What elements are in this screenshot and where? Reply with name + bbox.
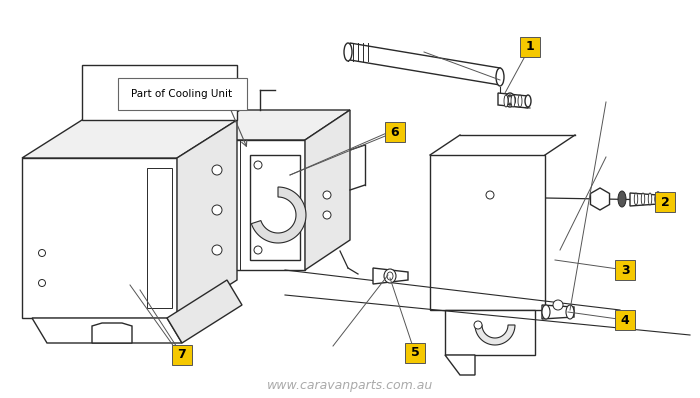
Circle shape [254,246,262,254]
FancyBboxPatch shape [172,345,192,365]
Polygon shape [22,158,177,318]
FancyBboxPatch shape [615,260,635,280]
Ellipse shape [618,191,626,207]
Polygon shape [250,155,300,260]
Ellipse shape [648,193,652,205]
Polygon shape [177,120,237,318]
Ellipse shape [641,193,645,205]
Polygon shape [167,280,242,343]
Ellipse shape [387,272,393,280]
Text: Part of Cooling Unit: Part of Cooling Unit [132,89,232,99]
Polygon shape [498,93,528,108]
Polygon shape [32,318,182,343]
Polygon shape [147,168,172,308]
Ellipse shape [655,192,661,206]
Circle shape [553,300,563,310]
Text: 6: 6 [391,125,399,139]
FancyBboxPatch shape [405,343,425,363]
Circle shape [474,321,482,329]
Ellipse shape [566,305,574,319]
Ellipse shape [542,305,550,319]
Circle shape [38,279,46,287]
FancyBboxPatch shape [385,122,405,142]
Ellipse shape [344,43,352,61]
Polygon shape [305,110,350,270]
Circle shape [212,245,222,255]
Polygon shape [445,355,475,375]
Text: 1: 1 [526,41,534,53]
Text: 7: 7 [178,349,186,361]
Polygon shape [445,310,535,355]
Text: 3: 3 [621,263,629,277]
Polygon shape [475,325,515,345]
Polygon shape [92,323,132,343]
Circle shape [212,205,222,215]
Polygon shape [591,188,610,210]
Text: www.caravanparts.com.au: www.caravanparts.com.au [267,378,433,392]
Polygon shape [430,155,545,310]
Ellipse shape [507,95,513,105]
Polygon shape [630,193,658,206]
Polygon shape [251,187,306,243]
Text: 5: 5 [411,347,419,359]
Circle shape [486,191,494,199]
Ellipse shape [512,96,515,104]
FancyBboxPatch shape [615,310,635,330]
Polygon shape [22,120,237,158]
Circle shape [38,250,46,256]
Polygon shape [195,110,350,140]
Circle shape [254,161,262,169]
Ellipse shape [508,96,512,104]
Ellipse shape [511,95,515,107]
Ellipse shape [518,95,522,107]
Text: 4: 4 [621,314,629,326]
FancyBboxPatch shape [520,37,540,57]
Ellipse shape [634,193,638,205]
Ellipse shape [496,68,504,86]
Polygon shape [373,268,408,284]
Polygon shape [82,65,237,120]
FancyBboxPatch shape [118,78,247,110]
Ellipse shape [504,95,508,107]
Polygon shape [195,140,305,270]
Text: 2: 2 [661,195,669,209]
FancyBboxPatch shape [655,192,675,212]
Circle shape [323,191,331,199]
Polygon shape [542,305,574,319]
Ellipse shape [525,95,531,107]
Ellipse shape [384,269,396,283]
Circle shape [323,211,331,219]
Polygon shape [350,43,500,85]
Circle shape [212,165,222,175]
Ellipse shape [505,96,508,104]
Ellipse shape [505,93,515,107]
